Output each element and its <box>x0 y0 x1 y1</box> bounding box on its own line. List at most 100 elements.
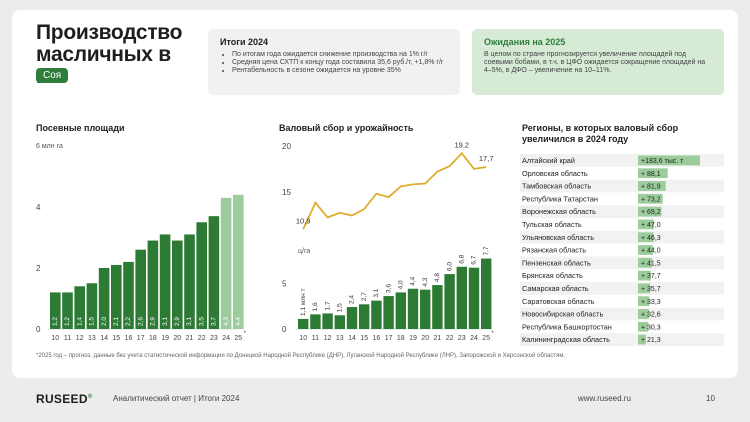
region-bar <box>638 232 654 243</box>
row-stripe <box>520 282 724 295</box>
data-label: 3,1 <box>186 317 193 326</box>
y-tick-label: 2 <box>36 264 41 273</box>
y-tick-label: 20 <box>282 142 291 151</box>
bar <box>468 267 480 329</box>
summary-item: Рентабельность в сезоне ожидается на уро… <box>232 67 464 75</box>
data-label: 1,5 <box>89 317 96 326</box>
y-tick-label: 5 <box>282 279 287 288</box>
x-tick-label: 19 <box>409 335 417 342</box>
x-tick-label: 15 <box>360 335 368 342</box>
bar <box>50 292 61 329</box>
x-tick-label: 12 <box>76 335 84 342</box>
bar <box>98 268 110 329</box>
summary-item: Средняя цена СХТП к концу года составила… <box>232 59 464 67</box>
region-value: +183,6 тыс. т <box>641 158 684 165</box>
x-tick-label: 16 <box>125 335 133 342</box>
row-stripe <box>520 230 724 244</box>
x-tick-label: 11 <box>312 335 319 342</box>
data-label: 1,1 млн т <box>300 288 307 315</box>
data-label: 2,4 <box>349 295 356 304</box>
line-data-label: 19,2 <box>454 140 469 149</box>
bar <box>310 314 321 329</box>
bar <box>346 307 358 329</box>
x-tick-label: 20 <box>173 335 181 342</box>
region-bar <box>638 193 663 204</box>
data-label: 1,2 <box>52 317 59 326</box>
x-tick-label: 17 <box>385 335 393 342</box>
x-tick-label: 10 <box>299 335 307 342</box>
region-name: Саратовская область <box>522 297 595 306</box>
line-unit-label: ц/га <box>298 248 310 255</box>
data-label: 4,3 <box>223 317 230 326</box>
x-tick-label: 23 <box>458 335 466 342</box>
expectations-title: Ожидания на 2025 <box>484 37 566 47</box>
x-tick-label: 16 <box>373 335 381 342</box>
expectations-text: В целом по стране прогнозируется увеличе… <box>484 51 706 74</box>
expectations-panel: Ожидания на 2025 В целом по стране прогн… <box>472 29 724 95</box>
region-bar <box>638 321 649 332</box>
region-bar <box>638 168 668 179</box>
region-value: + 41,5 <box>641 260 661 267</box>
chart2-title: Валовый сбор и урожайность <box>279 123 414 133</box>
x-tick-label: 15 <box>112 335 120 342</box>
x-tick-label: 22 <box>446 335 454 342</box>
x-tick-label: 10 <box>51 335 59 342</box>
crop-tag: Соя <box>36 68 69 83</box>
region-value: + 32,6 <box>641 312 661 319</box>
x-tick-label: 18 <box>149 335 157 342</box>
bar <box>220 197 232 329</box>
bar <box>135 249 146 329</box>
bar <box>481 258 492 329</box>
region-bar <box>638 309 650 319</box>
x-tick-label: 24 <box>222 335 230 342</box>
data-label: 6,0 <box>446 262 453 271</box>
bar <box>147 240 159 329</box>
row-stripe <box>520 307 724 321</box>
logo-text: RUSEED <box>36 392 88 406</box>
chart1-title: Посевные площади <box>36 123 125 133</box>
region-value: + 88,1 <box>641 171 661 178</box>
data-label: 2,9 <box>174 317 181 326</box>
bar <box>298 318 309 329</box>
x-tick-label: 12 <box>324 335 332 342</box>
bar <box>407 288 419 329</box>
x-tick-label: 14 <box>100 335 108 342</box>
bar <box>456 266 467 329</box>
forecast-mark: * <box>491 331 494 337</box>
region-name: Орловская область <box>522 169 588 178</box>
chart1-unit: 6 млн га <box>36 143 63 150</box>
site-link[interactable]: www.ruseed.ru <box>578 394 631 403</box>
x-tick-label: 11 <box>64 335 71 342</box>
region-name: Пензенская область <box>522 258 591 267</box>
x-tick-label: 18 <box>397 335 405 342</box>
page-title: Производство масличных в РФ <box>36 21 183 88</box>
bar <box>159 234 171 329</box>
region-name: Республика Татарстан <box>522 194 598 203</box>
data-label: 7,7 <box>483 246 490 255</box>
region-value: + 37,7 <box>641 273 661 280</box>
region-bar <box>638 245 653 255</box>
brand-logo: RUSEED® <box>36 392 93 406</box>
region-name: Самарская область <box>522 284 589 293</box>
region-bar <box>638 155 700 166</box>
chart3-title: Регионы, в которых валовый сбор увеличил… <box>522 123 679 144</box>
data-label: 1,5 <box>337 303 344 312</box>
bar <box>123 261 134 329</box>
data-label: 2,7 <box>361 292 368 301</box>
bar <box>196 222 207 329</box>
region-value: + 30,3 <box>641 324 661 331</box>
data-label: 2,6 <box>137 317 144 326</box>
x-tick-label: 20 <box>421 335 429 342</box>
data-label: 6,7 <box>471 255 478 264</box>
x-tick-label: 21 <box>186 335 194 342</box>
line-data-label: 10,9 <box>296 216 311 225</box>
region-value: + 46,3 <box>641 235 661 242</box>
bar <box>184 234 195 329</box>
data-label: 3,6 <box>385 284 392 293</box>
data-label: 3,1 <box>373 288 380 297</box>
bar <box>322 313 333 329</box>
x-tick-label: 21 <box>434 335 442 342</box>
logo-mark-icon: ® <box>87 394 93 400</box>
x-tick-label: 19 <box>161 335 169 342</box>
